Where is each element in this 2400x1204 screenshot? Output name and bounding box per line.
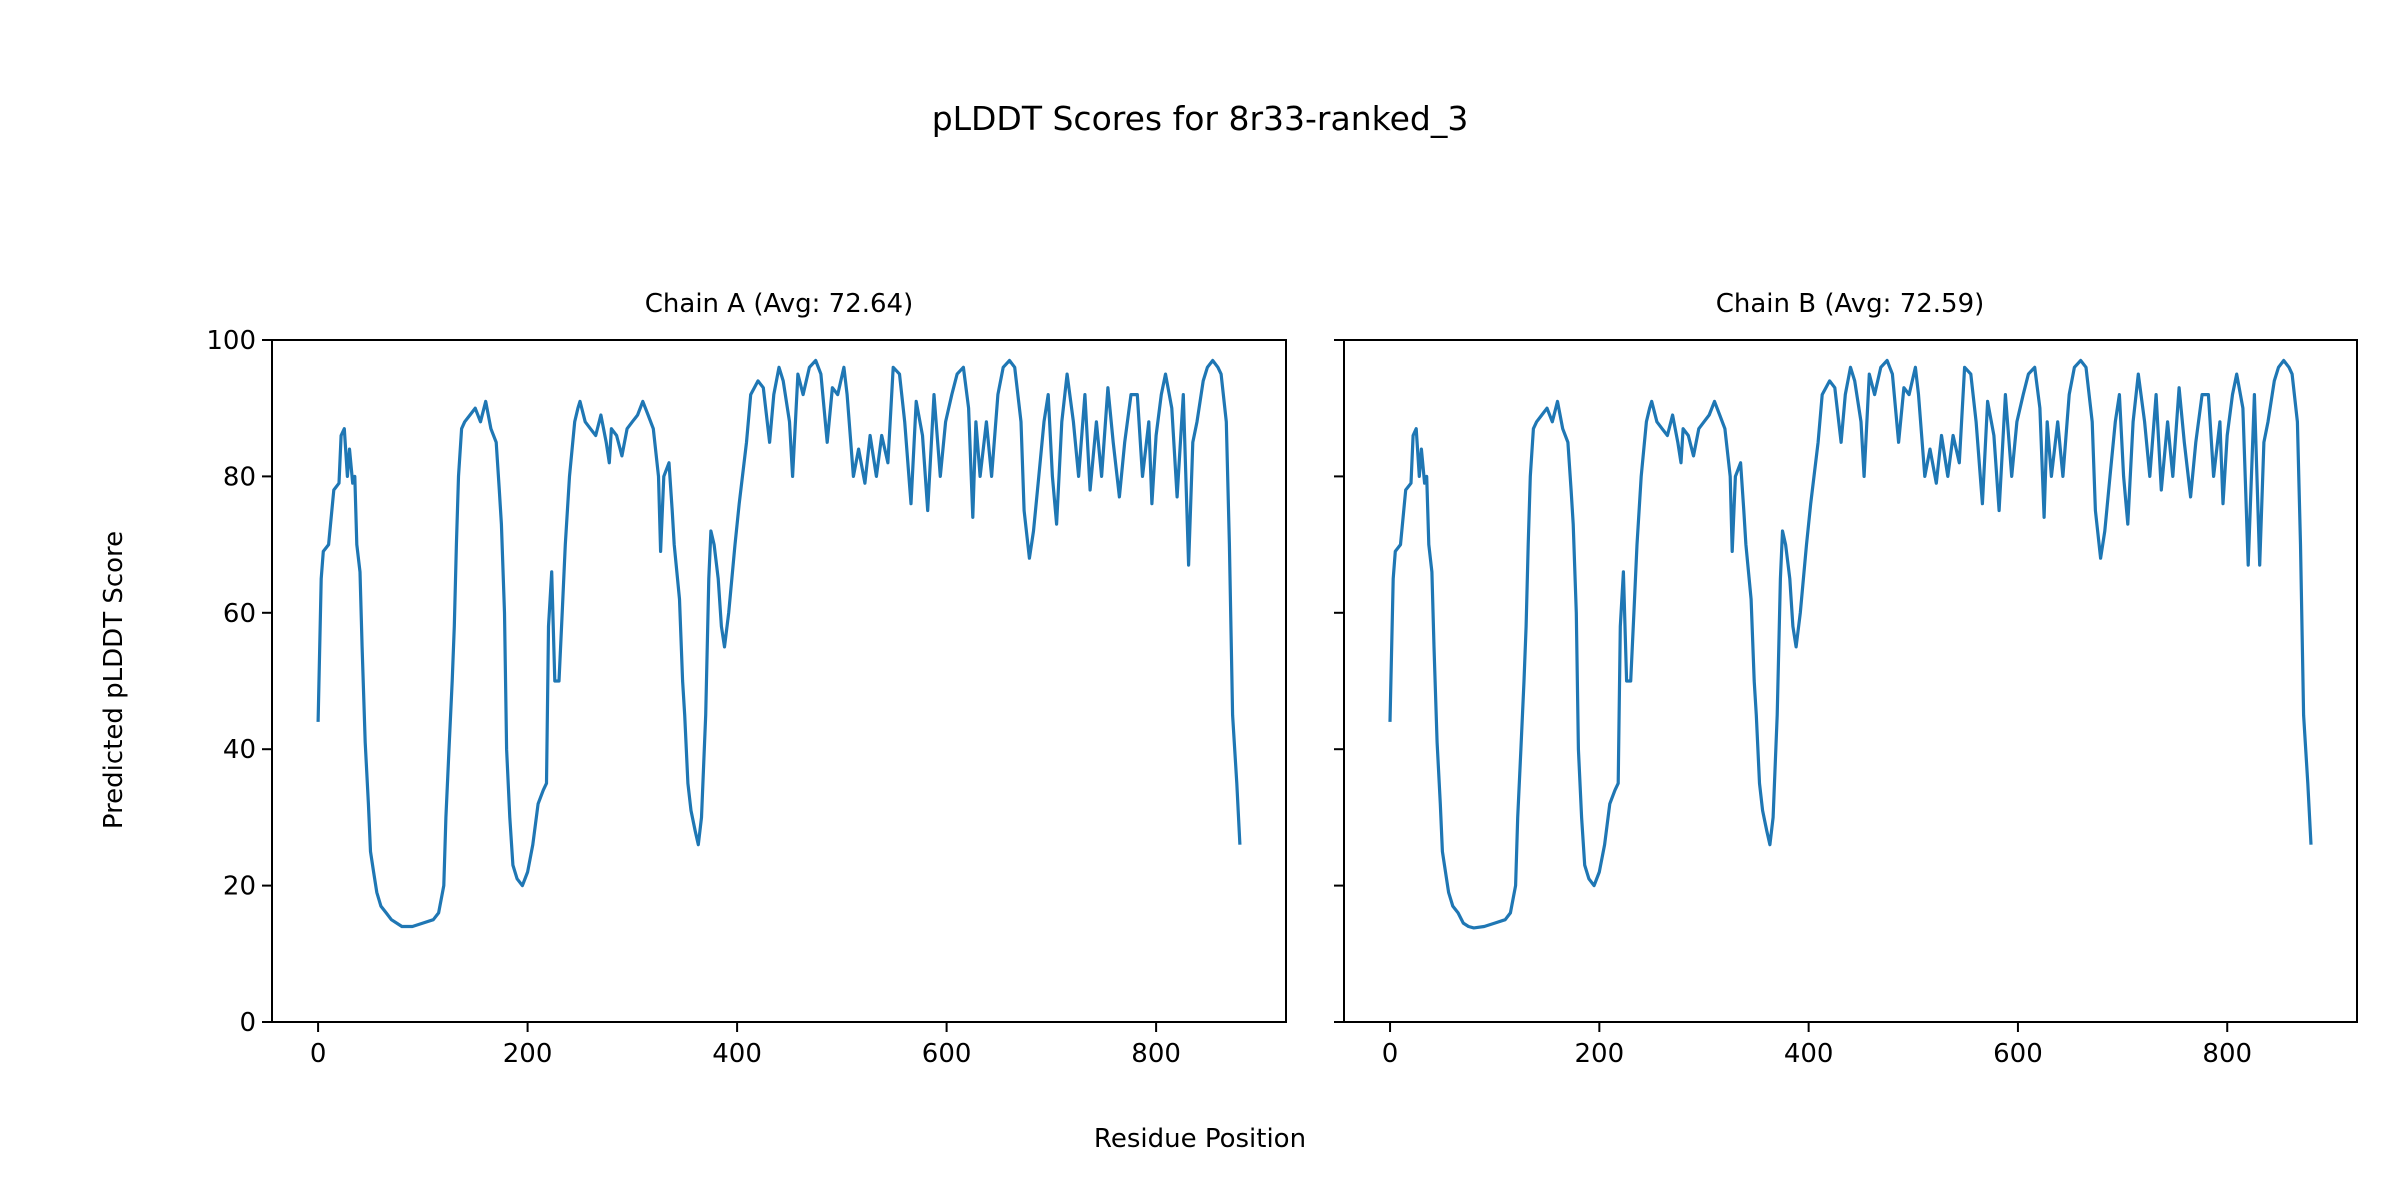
x-tick-label: 200 [503, 1039, 553, 1069]
chain-a-panel: Chain A (Avg: 72.64) 0 200 400 600 800 0 20 40 6… [206, 289, 1287, 1069]
y-tick-label: 20 [223, 872, 256, 902]
axes-frame [271, 339, 1287, 1023]
y-tick-label: 100 [206, 326, 256, 356]
x-tick-label: 0 [310, 1039, 327, 1069]
y-tick-label: 40 [223, 735, 256, 765]
chain-b-panel: Chain B (Avg: 72.59) 0 200 400 600 800 [1334, 289, 2358, 1069]
y-axis-label: Predicted pLDDT Score [99, 531, 129, 829]
x-tick-label: 0 [1382, 1039, 1399, 1069]
chain-a-title: Chain A (Avg: 72.64) [645, 289, 913, 319]
axes-frame [1343, 339, 2358, 1023]
x-tick-label: 800 [1131, 1039, 1181, 1069]
x-tick-label: 600 [1993, 1039, 2043, 1069]
x-tick-label: 400 [712, 1039, 762, 1069]
y-tick-label: 0 [239, 1008, 256, 1038]
x-tick-label: 600 [922, 1039, 972, 1069]
series-line-chain-a [316, 358, 1242, 929]
x-tick-label: 800 [2202, 1039, 2252, 1069]
y-tick-label: 80 [223, 462, 256, 492]
series-line-chain-b [1388, 358, 2313, 930]
chart-title: pLDDT Scores for 8r33-ranked_3 [932, 99, 1469, 138]
y-tick-label: 60 [223, 599, 256, 629]
x-tick-label: 400 [1784, 1039, 1834, 1069]
chain-b-title: Chain B (Avg: 72.59) [1716, 289, 1985, 319]
x-axis-label: Residue Position [1094, 1124, 1306, 1154]
x-tick-label: 200 [1575, 1039, 1625, 1069]
